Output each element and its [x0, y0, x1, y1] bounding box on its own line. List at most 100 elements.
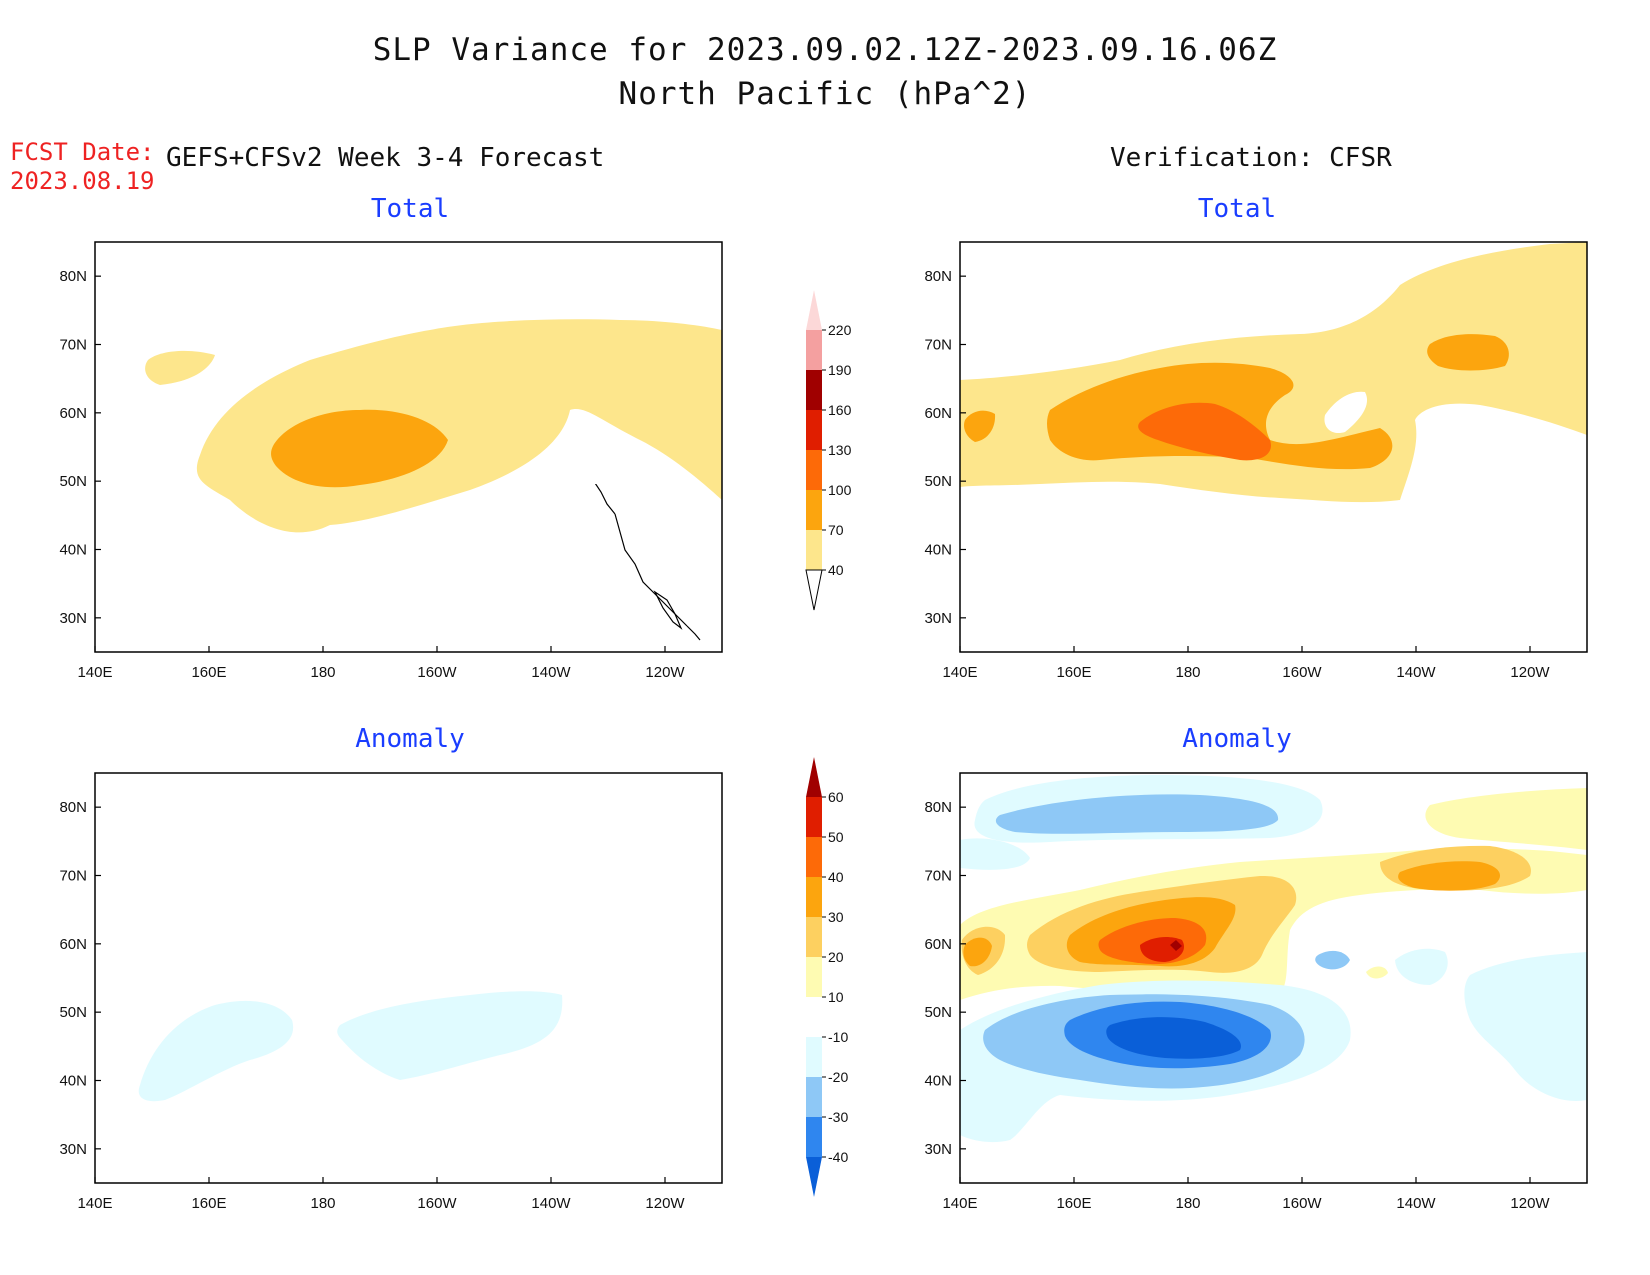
fcst-label: FCST Date:	[10, 138, 155, 166]
field-verif-anom-60	[1170, 940, 1182, 951]
field-verif-anom-neg10-west	[960, 838, 1030, 870]
colorbar-total-box	[806, 490, 822, 530]
y-tick-label-forecast-anomaly: 60N	[59, 936, 87, 953]
x-tick-label-forecast-anomaly: 120W	[645, 1195, 685, 1212]
y-tick-label-forecast-anomaly: 40N	[59, 1073, 87, 1090]
colorbar-anomaly-label: 30	[828, 909, 844, 925]
y-tick-label-forecast-anomaly: 30N	[59, 1141, 87, 1158]
y-tick-label-forecast-anomaly: 70N	[59, 868, 87, 885]
field-fcst-total-40-patch	[145, 350, 215, 385]
x-tick-label-forecast-total: 180	[310, 664, 335, 681]
y-tick-label-verification-total: 60N	[924, 405, 952, 422]
y-tick-label-forecast-anomaly: 50N	[59, 1004, 87, 1021]
colorbar-total-label: 220	[828, 322, 852, 338]
y-tick-label-verification-total: 50N	[924, 473, 952, 490]
colorbar-total-label: 40	[828, 562, 844, 578]
x-tick-label-verification-total: 180	[1175, 664, 1200, 681]
x-tick-label-verification-total: 140E	[942, 664, 977, 681]
colorbar-anomaly-box	[806, 1037, 822, 1077]
y-tick-label-forecast-total: 80N	[59, 268, 87, 285]
field-verif-anom-10-patch	[1366, 966, 1388, 979]
colorbar-total-label: 100	[828, 482, 852, 498]
colorbar-anomaly-bottom-arrow	[806, 1157, 822, 1197]
panel-title-forecast-total: Total	[370, 194, 450, 224]
y-tick-label-verification-total: 70N	[924, 337, 952, 354]
colorbar-anomaly-box	[806, 877, 822, 917]
map-panel-forecast-anomaly	[94, 772, 723, 1184]
map-panel-verification-anomaly	[959, 772, 1588, 1184]
y-tick-label-verification-anomaly: 80N	[924, 799, 952, 816]
field-verif-total-100	[1138, 402, 1271, 461]
colorbar-anomaly-top-arrow	[806, 757, 822, 797]
x-tick-label-verification-total: 120W	[1510, 664, 1550, 681]
field-fcst-total-70	[271, 409, 448, 488]
x-tick-label-verification-anomaly: 140W	[1396, 1195, 1436, 1212]
colorbar-total-label: 190	[828, 362, 852, 378]
field-verif-anom-neg10-east	[1464, 952, 1587, 1101]
x-tick-label-verification-total: 160E	[1056, 664, 1091, 681]
x-tick-label-forecast-anomaly: 160W	[417, 1195, 457, 1212]
map-panel-verification-total	[959, 241, 1588, 653]
colorbar-anomaly-label: 40	[828, 869, 844, 885]
field-fcst-anom-neg10-west	[138, 1000, 294, 1102]
y-tick-label-verification-anomaly: 60N	[924, 936, 952, 953]
x-tick-label-forecast-anomaly: 180	[310, 1195, 335, 1212]
main-title-line2: North Pacific (hPa^2)	[618, 76, 1032, 112]
colorbar-anomaly-box	[806, 917, 822, 957]
fcst-date: 2023.08.19	[10, 167, 155, 195]
y-tick-label-forecast-total: 30N	[59, 610, 87, 627]
x-tick-label-verification-total: 140W	[1396, 664, 1436, 681]
colorbar-anomaly-box	[806, 837, 822, 877]
x-tick-label-forecast-anomaly: 140W	[531, 1195, 571, 1212]
x-tick-label-verification-anomaly: 140E	[942, 1195, 977, 1212]
field-fcst-total-40	[196, 319, 722, 533]
field-verif-total-40-hole	[1324, 391, 1368, 434]
colorbar-total-box	[806, 530, 822, 570]
colorbar-anomaly-box	[806, 1077, 822, 1117]
colorbar-total-box	[806, 370, 822, 410]
colorbar-total-top-wedge	[806, 290, 822, 330]
x-tick-label-forecast-anomaly: 140E	[77, 1195, 112, 1212]
y-tick-label-verification-anomaly: 50N	[924, 1004, 952, 1021]
field-verif-anom-10-arctic	[1425, 788, 1587, 850]
colorbar-anomaly-box	[806, 997, 822, 1037]
field-verif-anom-neg20-gulf	[1315, 950, 1350, 970]
verification-header: Verification: CFSR	[1110, 143, 1392, 173]
y-tick-label-forecast-total: 60N	[59, 405, 87, 422]
forecast-header: GEFS+CFSv2 Week 3-4 Forecast	[166, 143, 605, 173]
field-fcst-anom-neg10-east	[337, 991, 563, 1080]
colorbar-total-box	[806, 330, 822, 370]
y-tick-label-forecast-total: 40N	[59, 542, 87, 559]
x-tick-label-verification-anomaly: 120W	[1510, 1195, 1550, 1212]
y-tick-label-verification-anomaly: 70N	[924, 868, 952, 885]
x-tick-label-forecast-total: 140E	[77, 664, 112, 681]
colorbar-total-box	[806, 410, 822, 450]
x-tick-label-verification-anomaly: 160E	[1056, 1195, 1091, 1212]
y-tick-label-verification-total: 30N	[924, 610, 952, 627]
panel-title-forecast-anomaly: Anomaly	[355, 724, 465, 754]
colorbar-total-bottom-wedge	[805, 569, 823, 611]
map-panel-forecast-total	[94, 241, 723, 653]
y-tick-label-verification-anomaly: 40N	[924, 1073, 952, 1090]
x-tick-label-forecast-total: 160W	[417, 664, 457, 681]
colorbar-anomaly-label: -40	[828, 1149, 848, 1165]
colorbar-total-label: 130	[828, 442, 852, 458]
colorbar-anomaly-box	[806, 1117, 822, 1157]
field-verif-anom-neg40	[1106, 1017, 1241, 1059]
colorbar-anomaly-label: 20	[828, 949, 844, 965]
y-tick-label-verification-total: 40N	[924, 542, 952, 559]
panel-title-verification-total: Total	[1197, 194, 1277, 224]
axes-layer: 140E 160E 180 160W 140W 120W 80N 70N 60N 50N 40N 30…	[59, 268, 1550, 1212]
y-tick-label-forecast-total: 70N	[59, 337, 87, 354]
field-verif-anom-neg20-north	[995, 794, 1279, 834]
x-tick-label-verification-anomaly: 180	[1175, 1195, 1200, 1212]
fcst-date-label: FCST Date: 2023.08.19	[10, 138, 155, 196]
field-verif-anom-neg10-gulf	[1395, 948, 1448, 985]
colorbar-total-label: 160	[828, 402, 852, 418]
colorbar-anomaly-label: 60	[828, 789, 844, 805]
colorbar-anomaly-label: -30	[828, 1109, 848, 1125]
colorbar-anomaly-label: -10	[828, 1029, 848, 1045]
field-verif-anom-30-arctic	[1398, 861, 1500, 891]
colorbar-anomaly-box	[806, 957, 822, 997]
colorbar-anomaly-label: 50	[828, 829, 844, 845]
